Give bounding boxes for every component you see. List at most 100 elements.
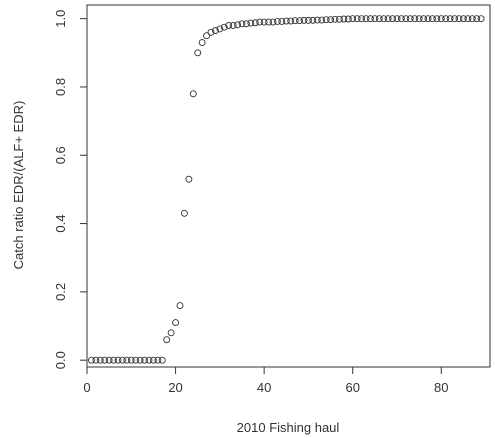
data-point [318, 16, 326, 24]
data-point [335, 15, 343, 23]
data-point [110, 356, 118, 364]
y-axis: 0.0 0.2 0.4 0.6 0.8 1.0 [53, 10, 87, 369]
data-point [273, 17, 281, 25]
y-tick-label: 1.0 [53, 10, 68, 28]
data-point [278, 17, 286, 25]
data-point [362, 15, 370, 23]
data-point [322, 16, 330, 24]
data-point [380, 15, 388, 23]
data-point [238, 20, 246, 28]
data-point [468, 15, 476, 23]
data-point [180, 209, 188, 217]
data-point [260, 18, 268, 26]
data-point [464, 15, 472, 23]
data-point [477, 15, 485, 23]
data-points [87, 15, 485, 364]
data-point [269, 18, 277, 26]
data-point [242, 20, 250, 28]
x-axis-label: 2010 Fishing haul [237, 420, 340, 435]
data-point [291, 17, 299, 25]
data-point [371, 15, 379, 23]
data-point [234, 21, 242, 29]
data-point [158, 356, 166, 364]
data-point [331, 15, 339, 23]
data-point [304, 16, 312, 24]
data-point [344, 15, 352, 23]
data-point [358, 15, 366, 23]
data-point [216, 25, 224, 33]
data-point [282, 17, 290, 25]
data-point [406, 15, 414, 23]
data-point [149, 356, 157, 364]
data-point [437, 15, 445, 23]
data-point [141, 356, 149, 364]
plot-frame [86, 4, 491, 368]
data-point [442, 15, 450, 23]
data-point [185, 175, 193, 183]
x-tick-label: 20 [168, 380, 182, 395]
data-point [402, 15, 410, 23]
y-tick-label: 0.0 [53, 351, 68, 369]
data-point [296, 17, 304, 25]
data-point [194, 49, 202, 57]
y-axis-label: Catch ratio EDR/(ALF+ EDR) [11, 101, 26, 270]
data-point [132, 356, 140, 364]
data-point [366, 15, 374, 23]
data-point [300, 16, 308, 24]
x-tick-label: 40 [257, 380, 271, 395]
data-point [424, 15, 432, 23]
data-point [176, 302, 184, 309]
data-point [375, 15, 383, 23]
data-point [265, 18, 273, 26]
data-point [136, 356, 144, 364]
data-point [145, 356, 153, 364]
data-point [92, 356, 100, 364]
data-point [127, 356, 135, 364]
data-point [451, 15, 459, 23]
data-point [225, 22, 233, 29]
data-point [220, 23, 228, 31]
data-point [433, 15, 441, 23]
data-point [211, 27, 219, 35]
y-tick-label: 0.2 [53, 283, 68, 301]
data-point [198, 39, 206, 47]
data-point [473, 15, 481, 23]
data-point [384, 15, 392, 23]
data-point [118, 356, 126, 364]
x-axis: 0 20 40 60 80 [83, 367, 449, 395]
data-point [455, 15, 463, 23]
data-point [411, 15, 419, 23]
data-point [256, 18, 264, 26]
data-point [163, 336, 171, 344]
data-point [459, 15, 467, 23]
data-point [207, 28, 215, 36]
data-point [393, 15, 401, 23]
data-point [203, 32, 211, 40]
data-point [87, 356, 95, 364]
x-tick-label: 80 [434, 380, 448, 395]
data-point [101, 356, 109, 364]
data-point [189, 90, 197, 98]
data-point [309, 16, 317, 24]
data-point [123, 356, 131, 364]
data-point [389, 15, 397, 23]
x-tick-label: 60 [345, 380, 359, 395]
data-point [353, 15, 361, 23]
x-tick-label: 0 [83, 380, 90, 395]
data-point [428, 15, 436, 23]
data-point [154, 356, 162, 364]
data-point [172, 319, 180, 327]
y-tick-label: 0.4 [53, 215, 68, 233]
data-point [114, 356, 122, 364]
data-point [349, 15, 357, 23]
data-point [105, 356, 113, 364]
data-point [287, 17, 295, 25]
data-point [229, 22, 237, 29]
data-point [446, 15, 454, 23]
data-point [415, 15, 423, 23]
data-point [327, 16, 335, 24]
data-point [397, 15, 405, 23]
data-point [313, 16, 321, 24]
data-point [340, 15, 348, 23]
